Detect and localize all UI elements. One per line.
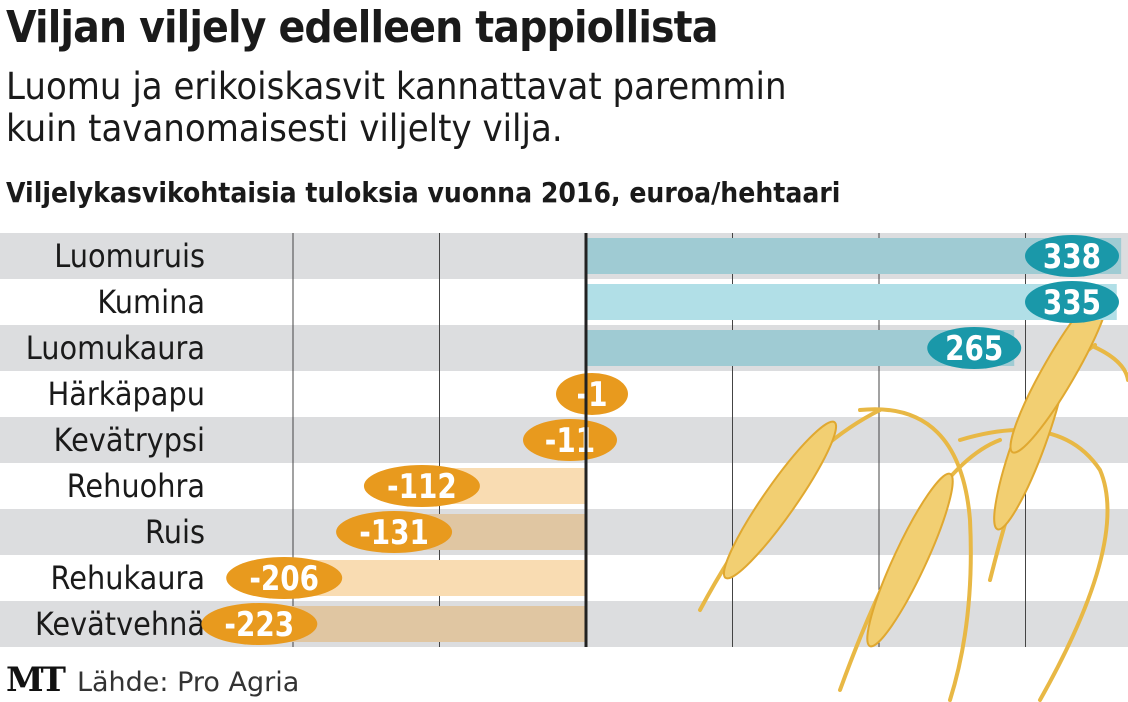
value-label: -1 <box>577 375 608 414</box>
value-pill <box>226 557 343 599</box>
wheat-illustration <box>698 286 1128 702</box>
value-pill <box>927 327 1022 369</box>
category-label: Kumina <box>97 285 205 322</box>
category-label: Luomuruis <box>54 239 205 276</box>
source-text: Lähde: Pro Agria <box>76 667 300 698</box>
value-label: -206 <box>249 559 319 598</box>
category-label: Kevätrypsi <box>54 423 205 460</box>
value-pill <box>363 465 480 507</box>
value-label: 335 <box>1043 283 1101 322</box>
value-label: 338 <box>1043 237 1101 276</box>
page-title: Viljan viljely edelleen tappiollista <box>6 2 718 53</box>
footer: MT Lähde: Pro Agria <box>6 660 299 700</box>
wheat-ear <box>722 420 838 580</box>
value-pill <box>1025 235 1119 277</box>
value-label: -11 <box>545 421 595 460</box>
value-label: -131 <box>359 513 429 552</box>
value-pill <box>523 419 617 461</box>
wheat-stem <box>858 407 973 702</box>
value-pill <box>201 603 318 645</box>
category-label: Ruis <box>145 515 205 552</box>
value-pill <box>1025 281 1119 323</box>
category-label: Luomukaura <box>26 331 205 368</box>
value-pill <box>556 373 628 415</box>
chart-title: Viljelykasvikohtaisia tuloksia vuonna 20… <box>6 176 841 209</box>
mt-logo: MT <box>6 660 66 700</box>
value-label: 265 <box>945 329 1003 368</box>
wheat-stem <box>1088 343 1128 382</box>
value-label: -223 <box>224 605 294 644</box>
category-label: Kevätvehnä <box>35 607 205 644</box>
subtitle: Luomu ja erikoiskasvit kannattavat parem… <box>6 65 787 150</box>
category-label: Härkäpapu <box>48 377 205 414</box>
value-pill <box>336 511 453 553</box>
value-label: -112 <box>387 467 457 506</box>
wheat-ear <box>866 472 954 648</box>
category-label: Rehukaura <box>51 561 205 598</box>
category-label: Rehuohra <box>67 469 205 506</box>
